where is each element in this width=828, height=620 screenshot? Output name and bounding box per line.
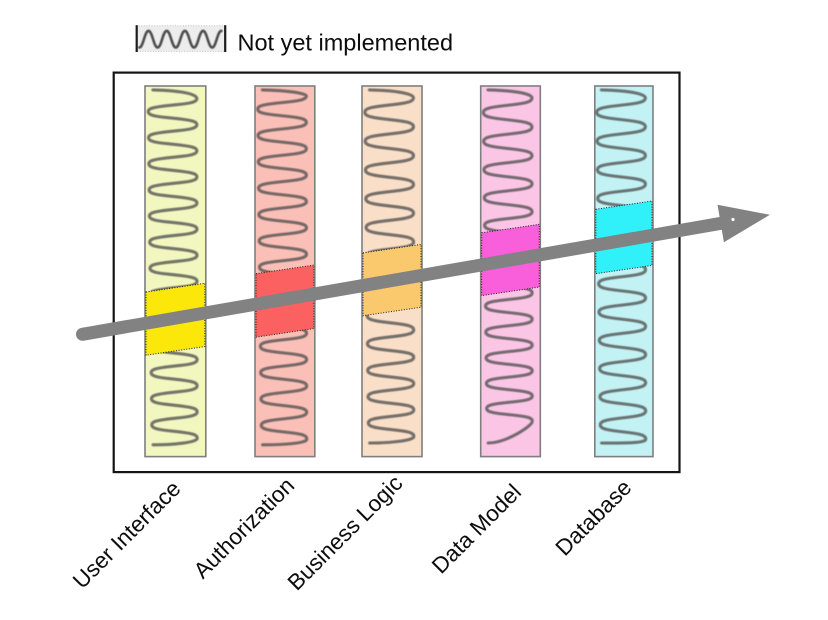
svg-text:Not yet implemented: Not yet implemented [238,30,454,56]
